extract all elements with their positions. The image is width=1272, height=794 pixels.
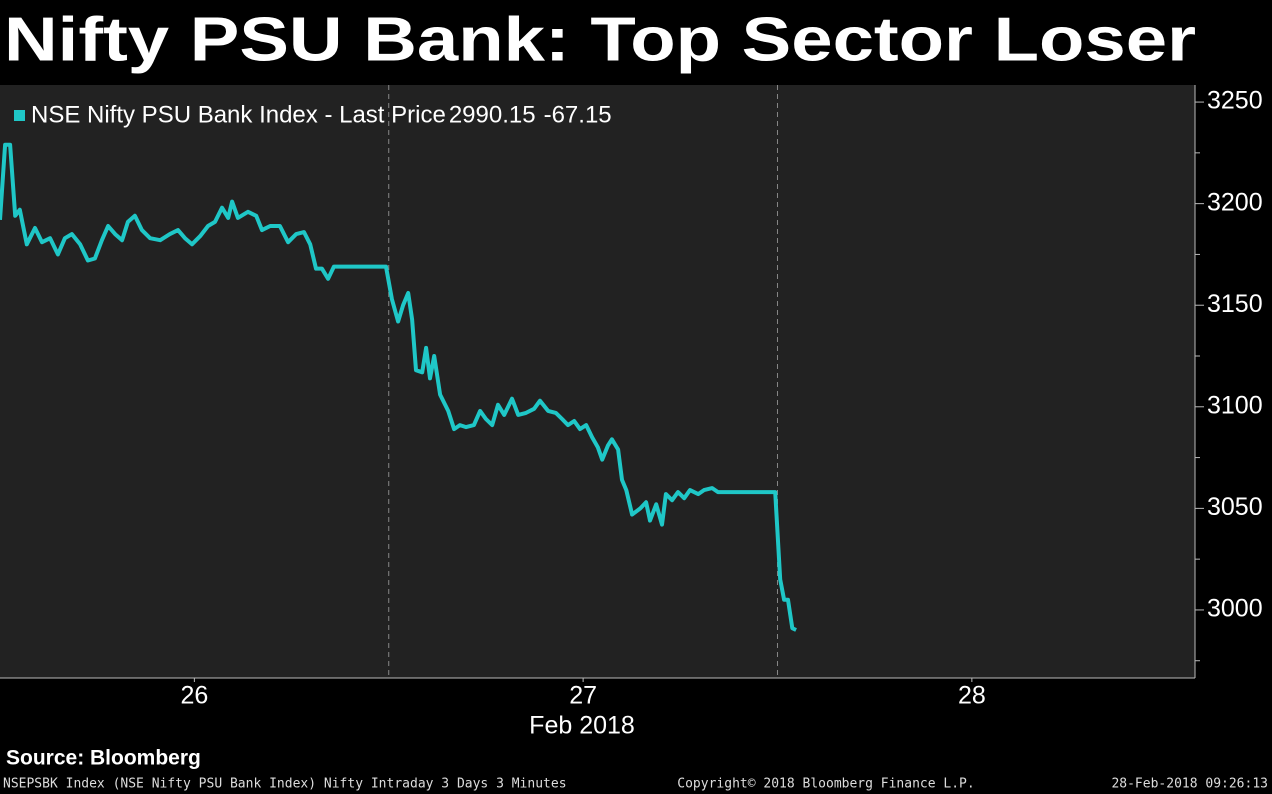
y-tick-label: 3200 <box>1207 188 1263 216</box>
chart-title: Nifty PSU Bank: Top Sector Loser <box>4 5 1196 74</box>
y-tick-label: 3000 <box>1207 595 1263 623</box>
x-tick-label: 27 <box>569 682 597 710</box>
source: Source: Bloomberg <box>6 747 201 770</box>
x-tick-label: 28 <box>958 682 986 710</box>
legend-swatch <box>14 110 25 121</box>
footer-right: 28-Feb-2018 09:26:13 <box>1111 777 1268 792</box>
y-tick-label: 3250 <box>1207 87 1263 115</box>
legend-value: -67.15 <box>544 101 612 128</box>
x-tick-label: 26 <box>180 682 208 710</box>
legend-value: 2990.15 <box>449 101 536 128</box>
y-tick-label: 3050 <box>1207 493 1263 521</box>
footer-left: NSEPSBK Index (NSE Nifty PSU Bank Index)… <box>3 777 567 792</box>
x-axis-label: Feb 2018 <box>529 712 635 740</box>
plot-area <box>0 85 1195 678</box>
y-tick-label: 3100 <box>1207 391 1263 419</box>
legend-label: NSE Nifty PSU Bank Index - Last Price <box>31 101 446 128</box>
y-tick-label: 3150 <box>1207 290 1263 318</box>
price-line <box>0 142 797 632</box>
footer-center: Copyright© 2018 Bloomberg Finance L.P. <box>677 777 974 792</box>
